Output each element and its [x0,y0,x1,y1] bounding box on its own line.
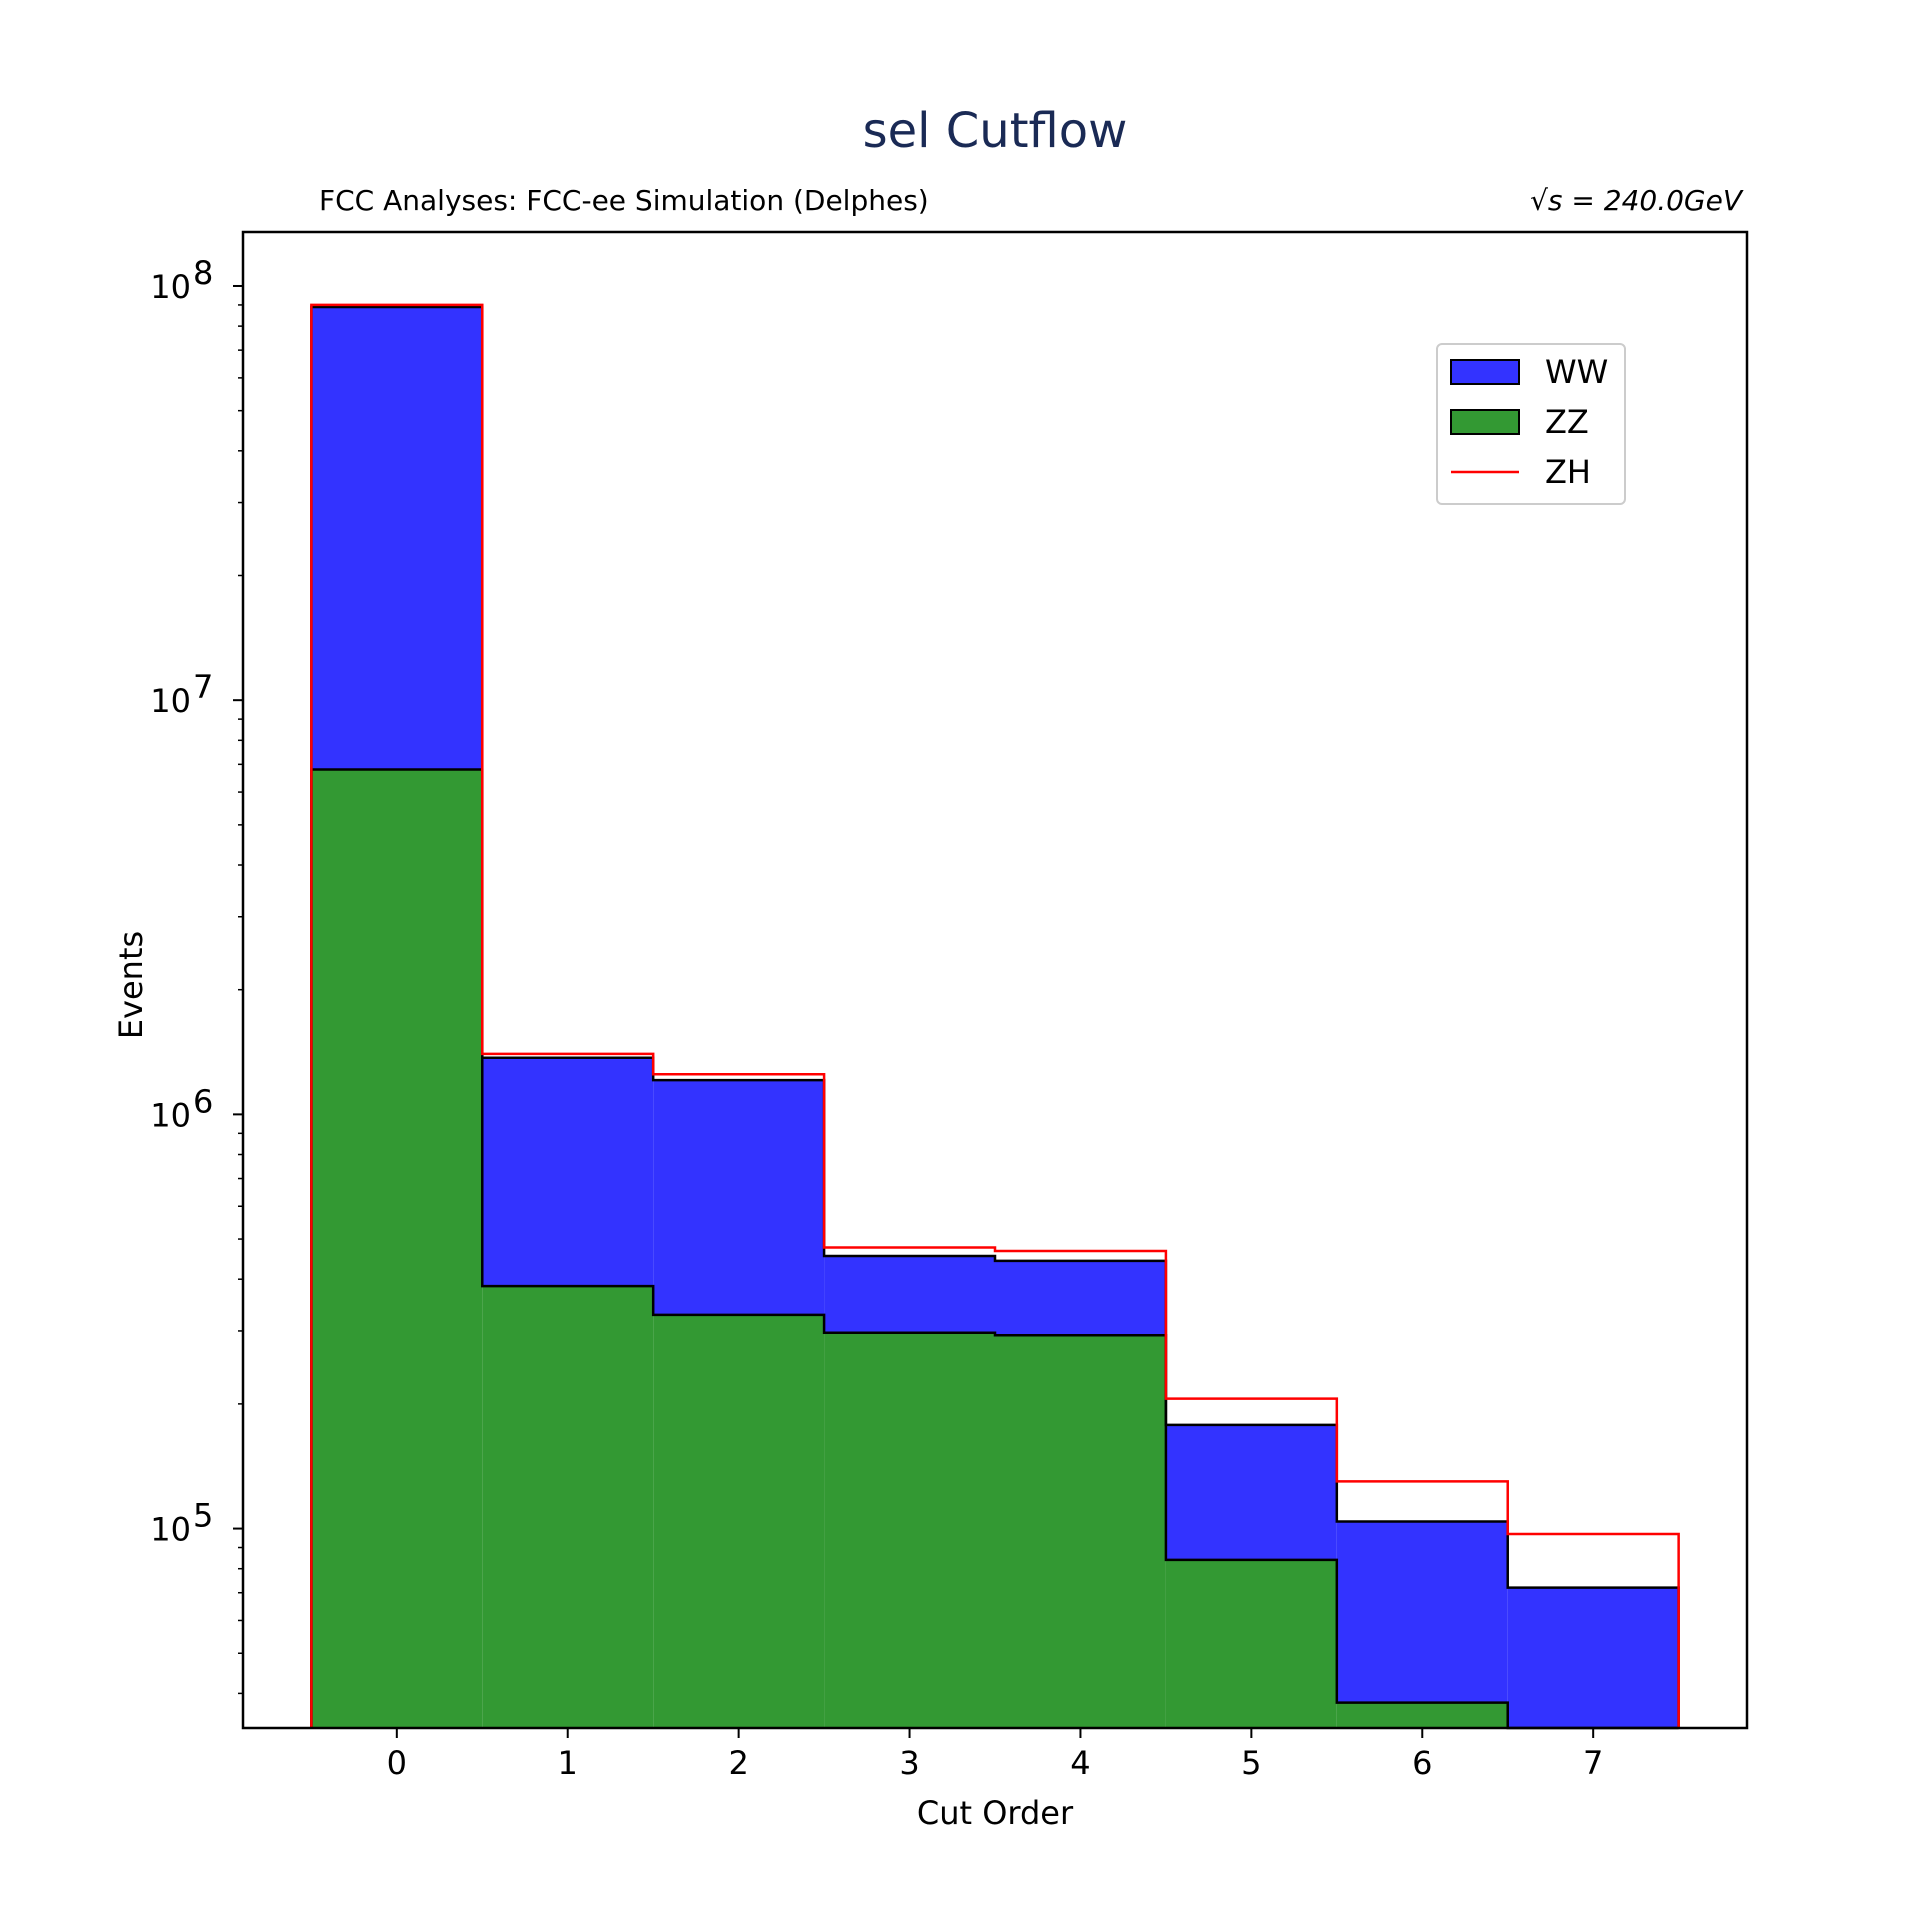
bar-ww-7 [1507,1587,1679,1728]
bar-ww-0 [311,306,483,770]
y-tick-exponent: 6 [193,1082,213,1120]
bar-zz-6 [1336,1702,1508,1728]
legend-label-ww: WW [1545,353,1608,391]
x-axis-label: Cut Order [917,1794,1074,1832]
bar-ww-4 [995,1260,1166,1336]
chart-title: sel Cutflow [863,103,1128,159]
y-tick-label: 10 [150,1096,191,1134]
step-line-zh [310,303,1680,1728]
legend-swatch-zz [1450,409,1520,435]
x-tick-label: 2 [728,1744,748,1782]
bar-zz-0 [311,769,483,1728]
y-tick-label: 10 [150,1511,191,1549]
x-tick-label: 6 [1412,1744,1432,1782]
bar-ww-3 [824,1256,995,1333]
bar-ww-6 [1336,1521,1508,1703]
zh-outline [310,303,1680,1728]
bar-zz-1 [482,1286,654,1728]
stacked-bars [310,305,1680,1730]
x-tick-label: 4 [1070,1744,1090,1782]
bar-zz-5 [1165,1559,1337,1728]
chart-subtitle-right: √s = 240.0GeV [1530,184,1744,217]
legend-label-zz: ZZ [1545,403,1589,441]
y-tick-label: 10 [150,268,191,306]
x-tick-label: 0 [387,1744,407,1782]
bar-zz-3 [824,1332,995,1728]
bar-zz-2 [653,1314,825,1728]
x-tick-label: 3 [899,1744,919,1782]
y-tick-exponent: 5 [193,1497,213,1535]
step-line-zz [310,768,1679,1730]
bar-ww-1 [482,1057,654,1287]
x-tick-label: 1 [558,1744,578,1782]
x-axis-ticks: 0 1 2 3 4 5 6 7 [387,1728,1603,1782]
x-tick-label: 7 [1583,1744,1603,1782]
y-tick-exponent: 8 [193,254,213,292]
bar-ww-5 [1165,1424,1337,1560]
legend-swatch-ww [1450,359,1520,385]
bar-ww-2 [653,1080,825,1315]
bar-zz-4 [995,1335,1166,1728]
x-tick-label: 5 [1241,1744,1261,1782]
chart-subtitle-left: FCC Analyses: FCC-ee Simulation (Delphes… [319,184,929,217]
y-tick-label: 10 [150,682,191,720]
legend: WW ZZ ZH [1436,343,1626,505]
legend-label-zh: ZH [1545,453,1591,491]
y-axis-label: Events [112,931,150,1039]
y-tick-exponent: 7 [193,668,213,706]
plot-frame [241,230,1749,1730]
